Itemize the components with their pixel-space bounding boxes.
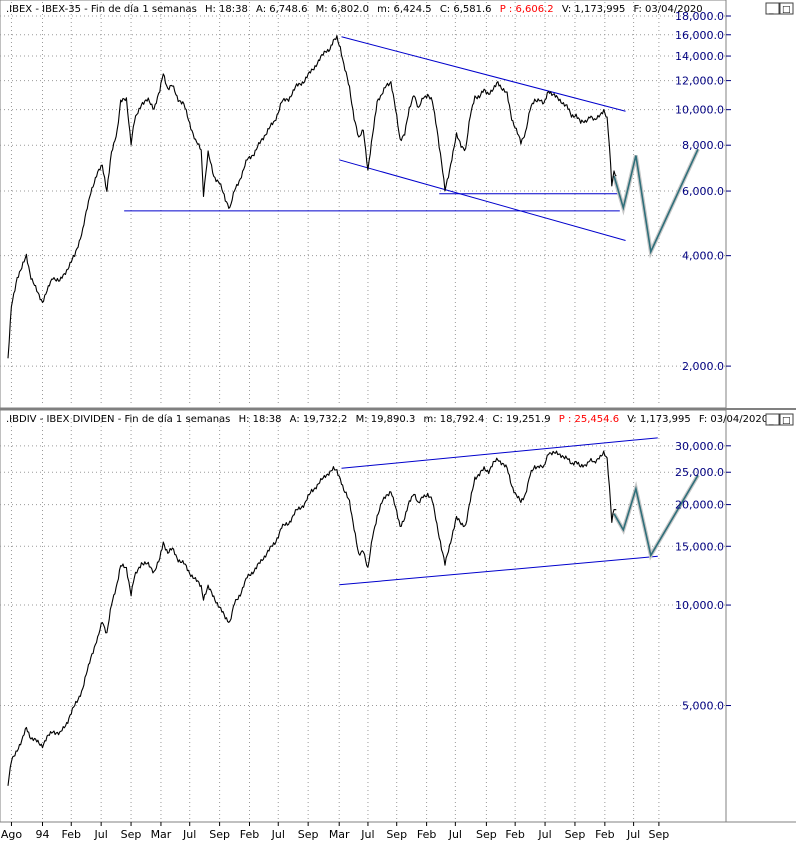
trendline [339, 555, 658, 586]
x-tick-label: Feb [505, 828, 524, 841]
x-tick-label: Jul [626, 828, 640, 841]
x-axis-band [0, 822, 796, 842]
y-tick-label: 25,000.0 [675, 466, 724, 479]
minimize-icon: _ [768, 416, 774, 426]
y-tick-label: 2,000.0 [682, 360, 724, 373]
header-open: A: 6,748.6 [256, 4, 307, 15]
panel-ibex-header: .IBEX - IBEX-35 - Fin de día 1 semanas H… [6, 3, 703, 15]
panel-ibdiv-trendlines [339, 437, 658, 586]
x-tick-label: Jul [182, 828, 196, 841]
projection-path [613, 474, 699, 558]
x-axis: Ago 94 Feb Jul Sep Mar Jul Sep Feb Jul Sep Mar Jul Se… [0, 821, 796, 842]
y-tick-label: 16,000.0 [675, 29, 724, 42]
price-series-line [7, 450, 617, 786]
header-last: P : 25,454.6 [559, 414, 619, 425]
panel-ibex: .IBEX - IBEX-35 - Fin de día 1 semanas H… [0, 0, 794, 409]
header-open: A: 19,732.2 [290, 414, 348, 425]
y-tick-label: 8,000.0 [682, 139, 724, 152]
minimize-button[interactable]: _ [765, 2, 780, 15]
x-axis-ticks: Ago 94 Feb Jul Sep Mar Jul Sep Feb Jul Sep Mar Jul Se… [1, 822, 669, 841]
panel-ibdiv-projection [612, 474, 700, 561]
x-tick-label: Sep [386, 828, 407, 841]
panel-ibex-window-buttons: _ □ [765, 2, 794, 15]
y-tick-label: 4,000.0 [682, 250, 724, 263]
x-tick-label: Jul [360, 828, 374, 841]
panel-ibdiv-grid [0, 418, 726, 820]
y-tick-label: 18,000.0 [675, 10, 724, 23]
trendline [341, 437, 658, 469]
header-high: M: 19,890.3 [356, 414, 416, 425]
header-symbol: .IBDIV - IBEX DIVIDEN - Fin de día 1 sem… [6, 413, 230, 425]
minimize-icon: _ [768, 5, 774, 15]
x-tick-label: Mar [329, 828, 350, 841]
maximize-icon: □ [782, 5, 791, 15]
header-symbol: .IBEX - IBEX-35 - Fin de día 1 semanas [6, 3, 197, 15]
panel-ibdiv-price-line [7, 450, 617, 786]
y-tick-label: 12,000.0 [675, 75, 724, 88]
x-tick-label: Sep [298, 828, 319, 841]
x-tick-label: 94 [36, 828, 50, 841]
y-tick-label: 10,000.0 [675, 104, 724, 117]
y-tick-label: 30,000.0 [675, 440, 724, 453]
header-volume: V: 1,173,995 [627, 414, 690, 425]
panel-ibex-plot-frame [0, 0, 727, 409]
panel-ibdiv: .IBDIV - IBEX DIVIDEN - Fin de día 1 sem… [0, 409, 794, 823]
x-tick-label: Mar [151, 828, 172, 841]
minimize-button[interactable]: _ [765, 413, 780, 426]
x-tick-label: Sep [565, 828, 586, 841]
header-low: m: 18,792.4 [424, 414, 485, 425]
y-tick-label: 6,000.0 [682, 185, 724, 198]
header-date: F: 03/04/2020 [699, 414, 768, 425]
panel-ibex-trendlines [124, 36, 626, 241]
y-tick-label: 10,000.0 [675, 599, 724, 612]
x-tick-label: Sep [649, 828, 670, 841]
x-tick-label: Feb [240, 828, 259, 841]
panel-ibex-grid [0, 2, 726, 406]
header-close: C: 6,581.6 [440, 4, 492, 15]
x-tick-label: Feb [62, 828, 81, 841]
x-tick-label: Ago [1, 828, 23, 841]
header-time: H: 18:38 [205, 4, 248, 15]
price-series-line [7, 35, 617, 359]
header-date: F: 03/04/2020 [634, 4, 703, 15]
x-tick-label: Jul [537, 828, 551, 841]
y-tick-label: 15,000.0 [675, 540, 724, 553]
panel-ibex-projection [612, 148, 700, 259]
x-tick-label: Jul [94, 828, 108, 841]
panel-ibex-price-line [7, 35, 617, 359]
x-tick-label: Sep [476, 828, 497, 841]
header-high: M: 6,802.0 [316, 4, 369, 15]
trendline [341, 36, 626, 112]
x-tick-label: Feb [417, 828, 436, 841]
x-tick-label: Jul [271, 828, 285, 841]
header-low: m: 6,424.5 [377, 4, 431, 15]
y-tick-label: 20,000.0 [675, 499, 724, 512]
panel-ibdiv-y-axis: 30,000.0 25,000.0 20,000.0 15,000.0 10,000.0… [675, 440, 731, 713]
header-volume: V: 1,173,995 [562, 4, 625, 15]
y-tick-label: 5,000.0 [682, 700, 724, 713]
maximize-icon: □ [782, 416, 791, 426]
y-tick-label: 14,000.0 [675, 50, 724, 63]
panel-ibdiv-window-buttons: _ □ [765, 413, 794, 426]
maximize-button[interactable]: □ [779, 413, 794, 426]
x-tick-label: Sep [209, 828, 230, 841]
x-tick-label: Sep [121, 828, 142, 841]
projection-path [613, 148, 699, 255]
header-time: H: 18:38 [239, 414, 282, 425]
header-last: P : 6,606.2 [500, 4, 554, 15]
panel-ibex-y-axis: 18,000.0 16,000.0 14,000.0 12,000.0 10,000.0… [675, 10, 731, 373]
trendline [339, 159, 626, 241]
x-tick-label: Jul [448, 828, 462, 841]
panel-separator[interactable] [0, 408, 796, 410]
panel-ibdiv-header: .IBDIV - IBEX DIVIDEN - Fin de día 1 sem… [6, 413, 768, 425]
x-tick-label: Feb [595, 828, 614, 841]
maximize-button[interactable]: □ [779, 2, 794, 15]
header-close: C: 19,251.9 [493, 414, 551, 425]
